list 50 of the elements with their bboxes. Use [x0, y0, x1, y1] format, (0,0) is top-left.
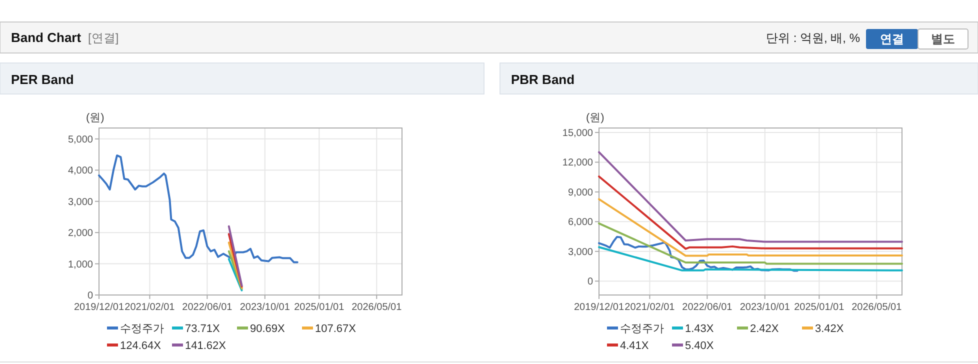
y-tick-label: 4,000: [68, 166, 94, 177]
x-tick-label: 2021/02/01: [124, 302, 176, 313]
x-tick-label: 2019/12/01: [574, 302, 624, 313]
x-tick-label: 2023/10/01: [740, 302, 790, 313]
y-tick-label: 12,000: [562, 158, 594, 169]
legend-label: 107.67X: [315, 323, 357, 335]
y-axis-title: (원): [86, 112, 104, 124]
legend-label: 90.69X: [250, 323, 286, 335]
x-tick-label: 2025/01/01: [294, 302, 345, 313]
y-tick-label: 6,000: [568, 217, 594, 228]
y-tick-label: 9,000: [568, 187, 594, 198]
line-series: [598, 151, 903, 243]
x-tick-label: 2022/06/01: [682, 302, 733, 313]
chart-title: PBR Band: [511, 72, 575, 87]
x-tick-label: 2023/10/01: [240, 302, 290, 313]
y-tick-label: 15,000: [562, 128, 594, 139]
legend-label: 141.62X: [185, 340, 227, 352]
toggle-button: 별도: [918, 28, 968, 50]
line-series: [98, 154, 298, 264]
x-tick-label: 2025/01/01: [794, 302, 845, 313]
x-tick-label: 2022/06/01: [182, 302, 233, 313]
x-tick-label: 2026/05/01: [852, 302, 902, 313]
x-tick-label: 2019/12/01: [74, 302, 124, 313]
legend-label: 수정주가: [120, 323, 164, 335]
y-tick-label: 1,000: [68, 259, 94, 270]
y-tick-label: 5,000: [68, 134, 94, 146]
text: [연결]: [88, 31, 119, 45]
y-axis-title: (원): [586, 112, 604, 124]
legend-label: 1.43X: [685, 323, 714, 335]
y-tick-label: 2,000: [68, 228, 94, 240]
text: 단위 : 억원, 배, %: [766, 31, 860, 45]
legend-label: 3.42X: [815, 323, 844, 335]
y-tick-label: 3,000: [568, 246, 594, 258]
y-tick-label: 3,000: [68, 196, 94, 208]
legend-label: 수정주가: [620, 323, 664, 335]
legend-label: 124.64X: [120, 340, 162, 352]
x-tick-label: 2026/05/01: [352, 302, 402, 313]
legend-label: 73.71X: [185, 323, 221, 335]
chart-title: PER Band: [11, 72, 74, 87]
line-series: [598, 236, 798, 272]
line-series: [598, 198, 903, 257]
line-series: [598, 175, 903, 250]
legend-label: 2.42X: [750, 323, 780, 335]
y-tick-label: 0: [87, 290, 94, 302]
legend-label: 4.41X: [620, 340, 650, 352]
x-tick-label: 2021/02/01: [624, 302, 676, 313]
legend-label: 5.40X: [685, 340, 714, 352]
toggle-button: 연결: [866, 29, 918, 49]
y-tick-label: 0: [587, 276, 594, 288]
text: Band Chart: [11, 30, 82, 45]
